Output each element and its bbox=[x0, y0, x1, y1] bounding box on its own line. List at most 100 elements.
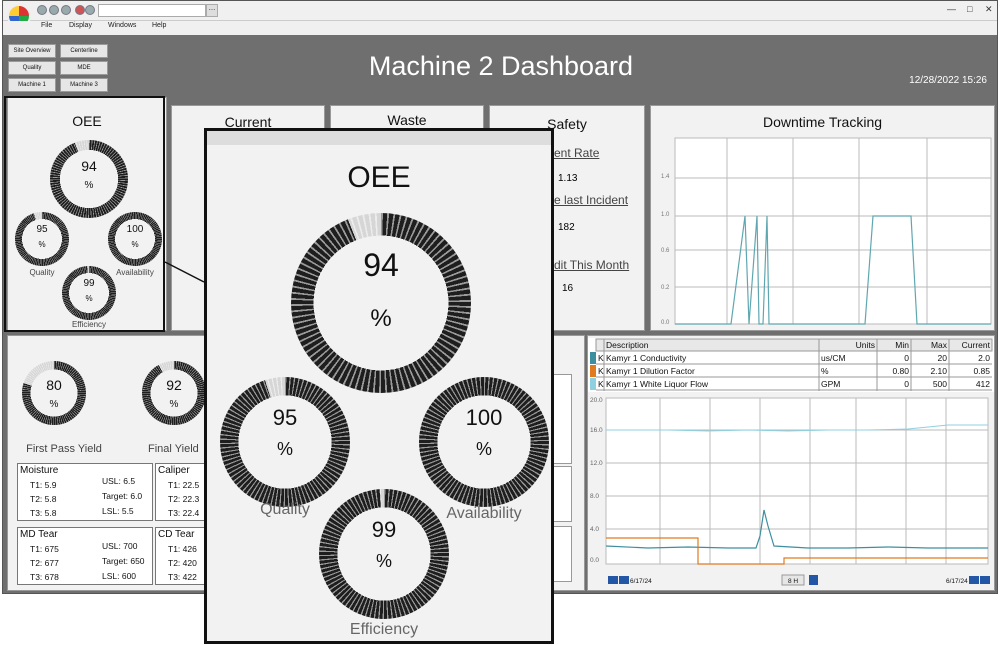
final-yield-gauge: 92 % bbox=[142, 361, 206, 425]
zoom-oee-title: OEE bbox=[347, 161, 411, 194]
time-range-dropdown-icon[interactable] bbox=[809, 575, 818, 585]
zoom-quality-gauge: 95 % bbox=[220, 377, 350, 507]
availability-label: Availability bbox=[116, 268, 154, 277]
quality-gauge: 95 % bbox=[15, 212, 69, 266]
final-yield-unit: % bbox=[169, 399, 179, 410]
safety-panel-title: Safety bbox=[547, 116, 587, 132]
address-input[interactable] bbox=[98, 4, 206, 17]
efficiency-unit: % bbox=[85, 294, 93, 303]
incident-rate-link[interactable]: ent Rate bbox=[554, 146, 600, 160]
trend-ytick: 4.0 bbox=[590, 526, 599, 533]
datetime-display: 12/28/2022 15:26 bbox=[909, 75, 987, 86]
trend-row-current: 0.85 bbox=[973, 366, 990, 376]
oee-zoom-panel: OEE 94 % 95 % Quality 100 % Availability… bbox=[204, 128, 554, 644]
trend-plot-area bbox=[605, 397, 989, 565]
home-icon[interactable] bbox=[61, 5, 71, 15]
moisture-lsl: LSL: 5.5 bbox=[102, 506, 134, 516]
page-left-icon[interactable] bbox=[619, 576, 629, 584]
downtime-ytick: 0.6 bbox=[661, 248, 670, 254]
zoom-efficiency-gauge: 99 % bbox=[319, 489, 449, 619]
audit-link[interactable]: dit This Month bbox=[554, 258, 630, 272]
md-tear-title: MD Tear bbox=[20, 529, 58, 540]
nav-mde-button[interactable]: MDE bbox=[60, 61, 108, 75]
md-tear-t3: T3: 678 bbox=[30, 572, 59, 582]
address-dropdown-icon[interactable]: … bbox=[206, 4, 218, 17]
nav-machine-3-button[interactable]: Machine 3 bbox=[60, 78, 108, 92]
trend-svg: Description Units Min Max Current K Kamy… bbox=[588, 338, 994, 586]
quality-label: Quality bbox=[29, 268, 55, 277]
efficiency-label: Efficiency bbox=[71, 320, 107, 329]
oee-panel-title: OEE bbox=[72, 113, 102, 129]
first-pass-yield-gauge: 80 % bbox=[22, 361, 86, 425]
nav-quality-button[interactable]: Quality bbox=[8, 61, 56, 75]
audit-value: 16 bbox=[562, 283, 574, 294]
zoom-availability-unit: % bbox=[475, 439, 492, 459]
trend-row-min: 0 bbox=[904, 353, 909, 363]
forward-icon[interactable] bbox=[49, 5, 59, 15]
availability-value: 100 bbox=[126, 224, 144, 235]
downtime-chart: 1.4 1.0 0.6 0.2 0.0 bbox=[661, 137, 992, 326]
page-right-icon[interactable] bbox=[969, 576, 979, 584]
zoom-quality-label: Quality bbox=[260, 501, 310, 518]
first-pass-yield-value: 80 bbox=[46, 377, 62, 393]
menu-windows[interactable]: Windows bbox=[108, 22, 137, 29]
trend-row-units: GPM bbox=[821, 379, 840, 389]
trend-ytick: 20.0 bbox=[590, 397, 603, 404]
trend-row-description: Kamyr 1 Conductivity bbox=[606, 353, 687, 363]
series-color-swatch bbox=[590, 365, 596, 377]
caliper-t1: T1: 22.5 bbox=[168, 480, 200, 490]
trend-row-k: K bbox=[598, 353, 604, 363]
trend-row-units: % bbox=[821, 366, 829, 376]
menu-display[interactable]: Display bbox=[69, 22, 92, 29]
zoom-oee-gauge: 94 % bbox=[291, 213, 471, 393]
time-range-select[interactable] bbox=[781, 574, 805, 586]
zoom-efficiency-label: Efficiency bbox=[349, 621, 419, 638]
maximize-icon[interactable]: □ bbox=[967, 4, 973, 14]
scroll-left-icon[interactable] bbox=[608, 576, 618, 584]
nav-site-overview-button[interactable]: Site Overview bbox=[8, 44, 56, 58]
page-title: Machine 2 Dashboard bbox=[368, 51, 634, 81]
back-icon[interactable] bbox=[37, 5, 47, 15]
menu-file[interactable]: File bbox=[41, 22, 53, 29]
trend-header-current: Current bbox=[962, 340, 991, 350]
trend-row-current: 2.0 bbox=[978, 353, 990, 363]
minimize-icon[interactable]: — bbox=[947, 4, 956, 14]
trend-row-min: 0.80 bbox=[892, 366, 909, 376]
availability-gauge: 100 % bbox=[108, 212, 162, 266]
oee-gauge: 94 % bbox=[50, 140, 128, 218]
trend-row-max: 2.10 bbox=[930, 366, 947, 376]
trend-header-description: Description bbox=[606, 340, 649, 350]
md-tear-t1: T1: 675 bbox=[30, 544, 59, 554]
last-incident-value: 182 bbox=[558, 222, 575, 233]
caliper-t2: T2: 22.3 bbox=[168, 494, 200, 504]
conductivity-line bbox=[605, 509, 988, 549]
trend-row-description: Kamyr 1 White Liquor Flow bbox=[606, 379, 709, 389]
cd-tear-t1: T1: 426 bbox=[168, 544, 197, 554]
quality-unit: % bbox=[38, 240, 46, 249]
close-icon[interactable]: ✕ bbox=[985, 4, 993, 14]
md-tear-usl: USL: 700 bbox=[102, 541, 138, 551]
zoom-quality-unit: % bbox=[276, 439, 293, 459]
current-panel-title: Current bbox=[224, 114, 272, 130]
first-pass-yield-label: First Pass Yield bbox=[26, 443, 102, 455]
last-incident-link[interactable]: e last Incident bbox=[554, 193, 629, 207]
final-yield-value: 92 bbox=[166, 377, 182, 393]
trend-row-max: 20 bbox=[938, 353, 948, 363]
trend-row-units: us/CM bbox=[821, 353, 846, 363]
dilution-factor-line bbox=[606, 537, 988, 565]
time-range-value: 8 H bbox=[788, 578, 798, 585]
nav-centerline-button[interactable]: Centerline bbox=[60, 44, 108, 58]
oee-value: 94 bbox=[81, 158, 97, 174]
downtime-title: Downtime Tracking bbox=[762, 114, 883, 130]
menu-help[interactable]: Help bbox=[152, 22, 167, 29]
trend-row-k: K bbox=[598, 379, 604, 389]
nav-machine-1-button[interactable]: Machine 1 bbox=[8, 78, 56, 92]
incident-rate-value: 1.13 bbox=[558, 173, 578, 184]
menu-bar: File Display Windows Help bbox=[3, 21, 997, 35]
refresh-icon[interactable] bbox=[85, 5, 95, 15]
cd-tear-t3: T3: 422 bbox=[168, 572, 197, 582]
cd-tear-t2: T2: 420 bbox=[168, 558, 197, 568]
stop-icon[interactable] bbox=[75, 5, 85, 15]
zoom-availability-value: 100 bbox=[465, 405, 503, 430]
scroll-right-icon[interactable] bbox=[980, 576, 990, 584]
